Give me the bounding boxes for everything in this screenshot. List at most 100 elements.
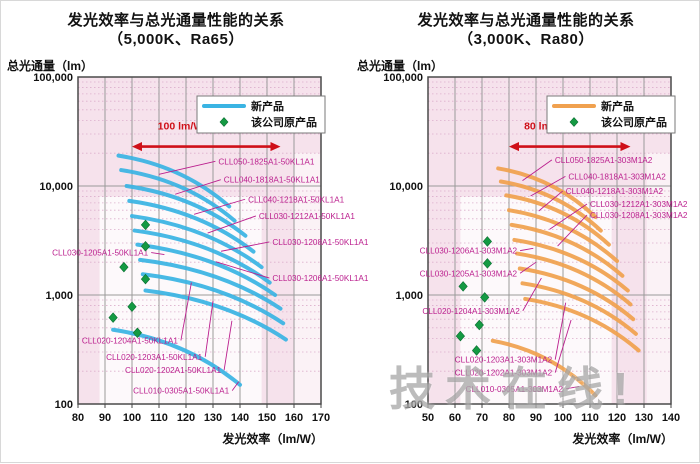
series-curve <box>140 272 286 326</box>
y-tick-label: 100 <box>55 399 73 411</box>
x-tick-label: 170 <box>312 412 330 424</box>
x-tick-label: 130 <box>635 412 653 424</box>
series-curve <box>496 166 598 219</box>
curve-label: CLL030-1206A1-303M1A2 <box>420 247 518 256</box>
curve-label: CLL030-1205A1-303M1A2 <box>420 269 518 278</box>
x-tick-label: 80 <box>72 412 84 424</box>
x-axis-title: 发光效率（lm/W） <box>572 432 673 446</box>
chart-title: 发光效率与总光通量性能的关系 （3,000K、Ra80） <box>351 11 700 49</box>
chart-title: 发光效率与总光通量性能的关系 （5,000K、Ra65） <box>1 11 351 49</box>
y-axis-title: 总光通量（lm） <box>357 59 444 73</box>
chart-right: 发光效率与总光通量性能的关系 （3,000K、Ra80） 总光通量（lm） 80… <box>351 1 700 464</box>
original-product-point <box>140 273 151 285</box>
curve-label: CLL030-1208A1-50KL1A1 <box>272 238 368 247</box>
original-product-point <box>119 261 129 273</box>
x-tick-label: 60 <box>449 412 461 424</box>
curve-label: CLL020-1204A1-303M1A2 <box>422 307 520 316</box>
chart-title-main: 发光效率与总光通量性能的关系 <box>67 12 285 29</box>
plot-frame <box>427 76 672 405</box>
curve-label: CLL020-1202A1-50KL1A1 <box>125 366 221 375</box>
curve-label: CLL020-1204A1-50KL1A1 <box>82 336 178 345</box>
series-curve <box>509 222 625 278</box>
curve-label: CLL020-1203A1-303M1A2 <box>455 356 553 365</box>
series-curve <box>132 228 272 285</box>
original-product-point <box>482 258 492 269</box>
chart-subtitle: （3,000K、Ra80） <box>458 31 594 48</box>
chart-plot-right: 80 lm/W~125 lm/WCLL050-1825A1-303M1A2CLL… <box>383 72 688 424</box>
minor-gridlines <box>428 81 671 372</box>
legend-original-product-marker <box>219 117 229 127</box>
series-curve <box>119 168 237 223</box>
x-tick-label: 110 <box>150 412 168 424</box>
original-product-point <box>132 327 142 339</box>
legend-new-product-label: 新产品 <box>601 99 634 113</box>
y-axis-title: 总光通量（lm） <box>7 59 94 73</box>
y-tick-label: 1,000 <box>45 290 73 302</box>
chart-subtitle: （5,000K、Ra65） <box>108 31 244 48</box>
chart-title-main: 发光效率与总光通量性能的关系 <box>417 12 635 29</box>
curve-label: CLL040-1218A1-303M1A2 <box>566 187 664 196</box>
series-curve <box>512 237 630 293</box>
curve-label: CLL050-1825A1-303M1A2 <box>555 156 653 165</box>
curve-label: CLL050-1825A1-50KL1A1 <box>218 157 314 166</box>
x-tick-label: 90 <box>99 412 111 424</box>
series-curve <box>507 208 619 264</box>
original-product-point <box>458 281 468 292</box>
series-curves <box>111 153 288 387</box>
curve-label: CLL040-1818A1-303M1A2 <box>568 172 666 181</box>
original-product-point <box>480 292 490 303</box>
x-tick-label: 110 <box>581 412 599 424</box>
x-tick-label: 120 <box>608 412 626 424</box>
series-curve <box>143 288 288 342</box>
original-product-point <box>455 330 465 342</box>
curve-label: CLL030-1212A1-50KL1A1 <box>259 212 355 221</box>
x-tick-label: 130 <box>204 412 222 424</box>
curve-label: CLL030-1206A1-50KL1A1 <box>272 274 368 283</box>
series-curve <box>517 266 636 322</box>
original-product-point <box>140 219 151 231</box>
series-curves <box>490 166 641 398</box>
original-product-point <box>474 319 484 331</box>
series-curve <box>504 193 611 247</box>
x-tick-label: 100 <box>123 412 141 424</box>
curve-labels: CLL050-1825A1-303M1A2 CLL040-1818A1-303M1… <box>420 156 688 394</box>
legend-new-product-label: 新产品 <box>251 99 284 113</box>
x-tick-label: 80 <box>503 412 515 424</box>
series-curve <box>116 153 232 209</box>
x-tick-label: 160 <box>285 412 303 424</box>
series-curve <box>138 257 283 311</box>
x-axis-title: 发光效率（lm/W） <box>222 432 323 446</box>
x-tick-label: 70 <box>476 412 488 424</box>
plot-background-band <box>646 153 671 404</box>
curve-label: CLL040-1818A1-50KL1A1 <box>224 176 320 185</box>
x-tick-label: 150 <box>258 412 276 424</box>
series-curve <box>515 251 633 307</box>
curve-label: CLL020-1203A1-50KL1A1 <box>106 353 202 362</box>
plot-background-band <box>294 153 321 404</box>
curve-label: CLL030-1212A1-303M1A2 <box>590 200 688 209</box>
curve-label: CLL010-0305A1-303M1A2 <box>466 385 564 394</box>
curve-label: CLL010-0305A1-50KL1A1 <box>133 387 229 396</box>
x-tick-label: 120 <box>177 412 195 424</box>
axis-ticks: 50 60 70 80 90 100 110 120 130 140 100,000 10,000 1,… <box>383 72 680 424</box>
original-product-point <box>108 312 118 323</box>
y-tick-label: 10,000 <box>389 181 423 193</box>
series-curve <box>490 338 598 398</box>
chart-plot-left: 100 lm/W~155 lm/WCLL050-1825A1-50KL1A1CL… <box>33 72 369 424</box>
plot-frame <box>77 76 322 405</box>
series-curve <box>135 242 278 297</box>
legend-original-product-label: 该公司原产品 <box>601 115 667 129</box>
curve-labels: CLL050-1825A1-50KL1A1 CLL040-1818A1-50KL1… <box>52 157 369 395</box>
x-tick-label: 140 <box>231 412 249 424</box>
x-tick-label: 100 <box>554 412 572 424</box>
series-curve <box>127 198 256 254</box>
y-tick-label: 100,000 <box>33 72 73 84</box>
curve-label: CLL040-1218A1-50KL1A1 <box>248 195 344 204</box>
series-curve <box>130 214 264 270</box>
curve-label: CLL030-1205A1-50KL1A1 <box>52 249 148 258</box>
series-curve <box>124 184 248 238</box>
y-tick-label: 1,000 <box>395 290 423 302</box>
